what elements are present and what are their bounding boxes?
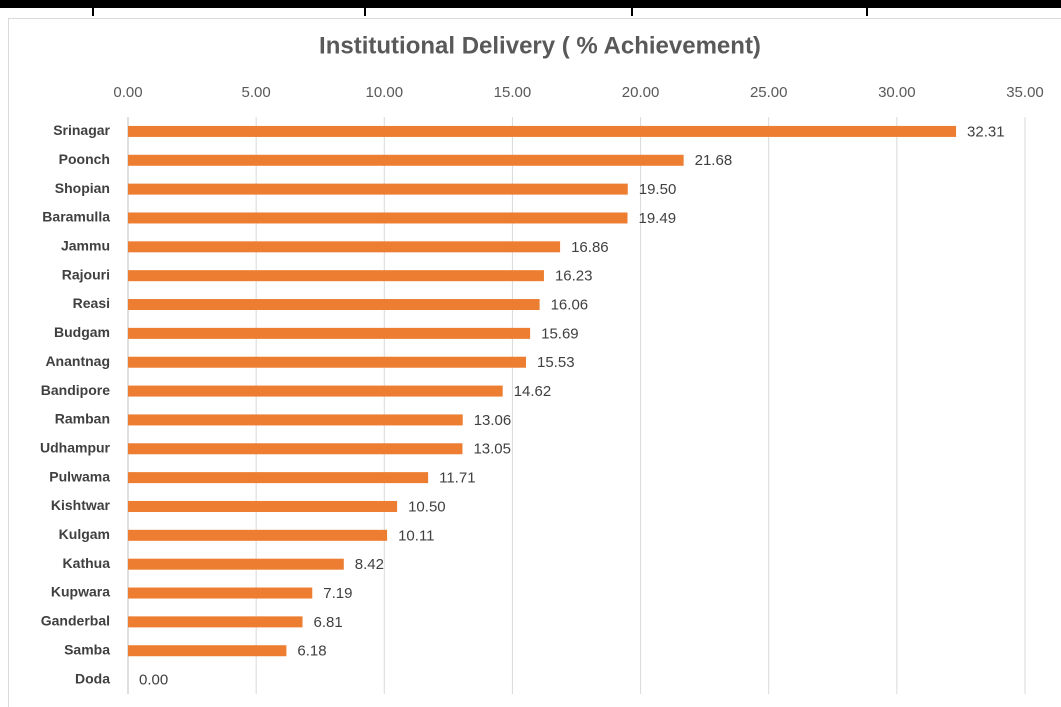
x-tick-label: 10.00: [366, 84, 404, 101]
value-label: 16.06: [551, 296, 589, 313]
y-tick-label: Srinagar: [53, 122, 110, 138]
y-tick-label: Rajouri: [62, 266, 110, 282]
value-label: 10.50: [408, 498, 446, 515]
y-tick-label: Udhampur: [40, 439, 111, 455]
value-label: 11.71: [439, 470, 475, 487]
y-tick-label: Bandipore: [41, 382, 110, 398]
x-tick-label: 0.00: [113, 84, 142, 101]
y-tick-label: Anantnag: [45, 353, 110, 369]
value-label: 16.86: [571, 239, 609, 256]
value-label: 13.06: [474, 412, 512, 429]
bar: [128, 414, 463, 426]
bar: [128, 327, 531, 339]
y-tick-label: Ramban: [55, 411, 110, 427]
y-tick-label: Samba: [64, 641, 110, 657]
y-tick-label: Doda: [75, 670, 110, 686]
x-tick-label: 15.00: [494, 84, 532, 101]
bar: [128, 500, 398, 512]
value-label: 19.49: [639, 210, 677, 227]
y-tick-label: Kathua: [63, 555, 111, 571]
x-tick-label: 35.00: [1006, 84, 1044, 101]
y-tick-label: Reasi: [73, 295, 110, 311]
bar: [128, 241, 561, 253]
bar: [128, 183, 628, 195]
y-tick-label: Kishtwar: [51, 497, 111, 513]
value-label: 19.50: [639, 181, 677, 198]
x-tick-label: 5.00: [242, 84, 271, 101]
value-label: 15.69: [541, 325, 579, 342]
bar: [128, 472, 429, 484]
chart-title: Institutional Delivery ( % Achievement): [319, 32, 761, 59]
value-label: 32.31: [967, 123, 1005, 140]
bar: [128, 529, 388, 541]
value-label: 7.19: [323, 585, 352, 602]
bar: [128, 558, 344, 570]
x-tick-label: 25.00: [750, 84, 788, 101]
bar: [128, 616, 303, 628]
bar: [128, 154, 684, 166]
y-tick-label: Pulwama: [49, 468, 110, 484]
bar: [128, 645, 287, 657]
value-label: 13.05: [473, 441, 511, 458]
y-tick-label: Budgam: [54, 324, 110, 340]
chart-border: [8, 18, 1061, 707]
value-label: 16.23: [555, 268, 593, 285]
bar: [128, 270, 544, 282]
y-tick-label: Baramulla: [42, 209, 110, 225]
bar: [128, 356, 527, 368]
top-border: [0, 0, 1061, 8]
bar: [128, 212, 628, 224]
value-label: 6.18: [297, 643, 326, 660]
value-label: 10.11: [398, 527, 434, 544]
bar: [128, 299, 540, 311]
value-label: 0.00: [139, 672, 168, 689]
y-tick-label: Kupwara: [51, 584, 110, 600]
y-tick-label: Shopian: [55, 180, 110, 196]
y-tick-label: Poonch: [59, 151, 110, 167]
y-tick-label: Ganderbal: [41, 613, 110, 629]
y-tick-label: Kulgam: [59, 526, 110, 542]
value-label: 6.81: [314, 614, 343, 631]
value-label: 15.53: [537, 354, 575, 371]
value-label: 8.42: [355, 556, 384, 573]
bar: [128, 587, 313, 599]
bar: [128, 443, 463, 455]
value-label: 14.62: [514, 383, 552, 400]
x-tick-label: 30.00: [878, 84, 916, 101]
bar: [128, 125, 957, 137]
value-label: 21.68: [695, 152, 733, 169]
x-tick-label: 20.00: [622, 84, 660, 101]
y-tick-label: Jammu: [61, 238, 110, 254]
bar: [128, 385, 503, 397]
